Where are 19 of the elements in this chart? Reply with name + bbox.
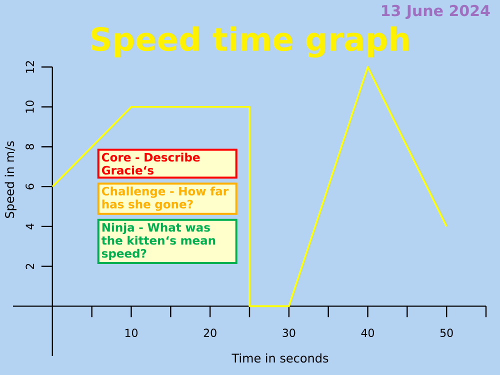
y-tick-label: 6 [26, 184, 34, 190]
annotation: Challenge - How far has she gone? [102, 186, 228, 211]
x-tick-label: 40 [361, 328, 374, 338]
y-tick-label: 2 [26, 264, 34, 269]
chart-subtitle: 13 June 2024 [382, 4, 490, 20]
annotation: Core - Describe Gracie‘s [102, 152, 200, 175]
x-tick-label: 10 [125, 328, 138, 338]
annotation: Ninja - What was the kitten‘s mean speed? [102, 222, 216, 260]
y-tick-label: 8 [26, 144, 34, 150]
y-axis-title: Speed in m/s [4, 141, 16, 218]
chart-title: Speed time graph [91, 26, 408, 58]
x-tick-label: 30 [282, 328, 296, 338]
line-series [52, 66, 448, 308]
x-tick-label: 20 [204, 328, 216, 338]
y-tick-label: 10 [26, 100, 34, 113]
x-tick-label: 50 [440, 328, 453, 338]
x-axis-title: Time in seconds [232, 353, 328, 363]
y-tick-label: 12 [26, 61, 34, 73]
y-tick-label: 4 [26, 224, 34, 230]
